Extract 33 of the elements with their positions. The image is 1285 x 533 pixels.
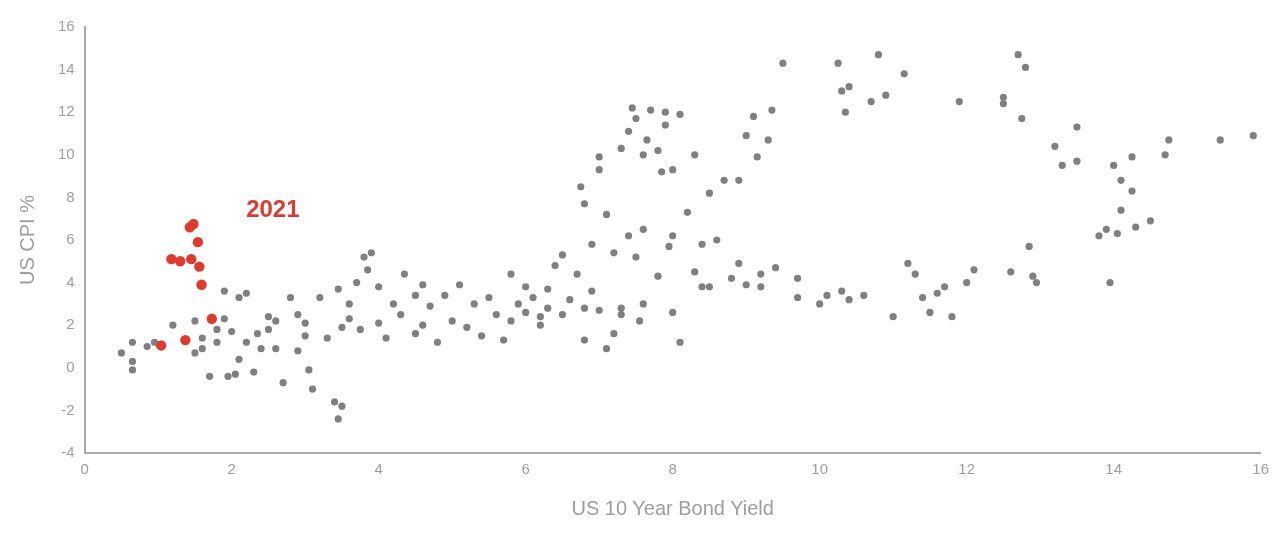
- point: [180, 334, 191, 346]
- x-tick-label: 10: [811, 460, 829, 478]
- point: [194, 261, 205, 272]
- point: [196, 279, 207, 290]
- point: [192, 236, 204, 248]
- y-tick-label: -2: [61, 400, 75, 418]
- x-tick-label: 16: [1252, 460, 1269, 478]
- y-tick-label: 6: [66, 230, 75, 248]
- x-tick-label: 4: [374, 460, 383, 478]
- y-tick-label: 2: [66, 315, 75, 333]
- x-axis-title: US 10 Year Bond Yield: [571, 496, 774, 519]
- point: [155, 340, 167, 351]
- point: [175, 256, 186, 267]
- x-tick-label: 6: [521, 460, 530, 478]
- x-tick-label: 14: [1105, 460, 1122, 478]
- y-tick-label: 10: [58, 144, 75, 162]
- y-tick-label: -4: [61, 443, 75, 461]
- annotation: 2021: [246, 194, 300, 222]
- point: [206, 313, 218, 325]
- y-tick-label: 0: [66, 357, 75, 375]
- x-tick-label: 12: [958, 460, 976, 478]
- x-tick-label: 0: [80, 460, 89, 478]
- point: [188, 218, 199, 230]
- y-axis-title: US CPI %: [15, 194, 38, 286]
- x-tick-label: 2: [227, 460, 236, 478]
- y-tick-label: 12: [58, 102, 75, 120]
- y-tick-label: 4: [66, 272, 75, 290]
- y-tick-label: 16: [58, 17, 75, 35]
- y-tick-label: 8: [66, 187, 75, 205]
- point: [166, 253, 177, 265]
- point: [186, 253, 197, 265]
- x-tick-label: 8: [668, 460, 677, 478]
- y-tick-label: 14: [58, 59, 75, 77]
